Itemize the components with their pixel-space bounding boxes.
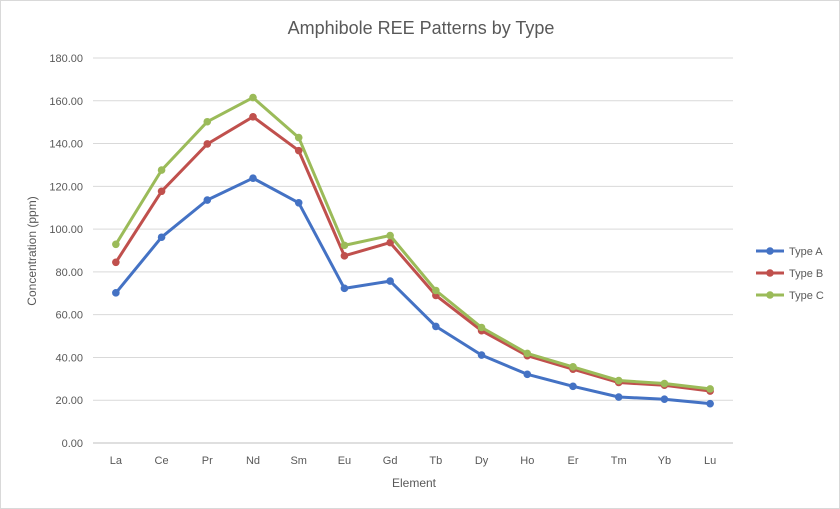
data-point: [706, 399, 714, 408]
data-point: [432, 286, 440, 295]
data-point: [294, 133, 303, 142]
legend-item: Type C: [756, 290, 824, 302]
data-point: [660, 379, 669, 388]
data-point: [340, 284, 349, 293]
x-tick-label: Gd: [383, 455, 398, 467]
x-tick-label: Pr: [202, 455, 213, 467]
data-point: [614, 376, 623, 385]
x-tick-label: Dy: [475, 455, 489, 467]
series-line: [114, 96, 712, 391]
data-point: [294, 146, 303, 155]
data-point: [477, 323, 486, 332]
data-point: [386, 277, 394, 285]
data-point: [112, 289, 120, 297]
legend-swatch-marker: [766, 269, 774, 277]
data-point: [386, 231, 394, 240]
data-point: [569, 363, 577, 371]
series-1: [112, 174, 714, 408]
data-point: [112, 240, 120, 249]
data-point: [249, 113, 257, 121]
x-axis-title: Element: [392, 476, 437, 490]
data-point: [432, 322, 440, 331]
y-tick-label: 60.00: [55, 310, 83, 322]
data-point: [477, 351, 486, 359]
y-tick-label: 120.00: [49, 181, 83, 193]
y-axis-ticks: 0.00 20.00 40.00 60.00 80.00 100.00 120.00 140.…: [49, 53, 83, 450]
data-point: [523, 370, 532, 379]
legend-swatch-marker: [766, 291, 774, 299]
data-point: [249, 93, 257, 102]
x-tick-label: Er: [568, 455, 579, 467]
x-tick-label: Eu: [338, 455, 351, 467]
x-tick-label: Ce: [155, 455, 169, 467]
data-point: [157, 187, 166, 196]
y-tick-label: 160.00: [49, 96, 83, 108]
data-point: [157, 166, 166, 174]
data-point: [706, 385, 714, 393]
data-point: [386, 238, 394, 247]
data-point: [203, 140, 212, 148]
data-point: [569, 382, 577, 391]
x-tick-label: La: [110, 455, 123, 467]
data-point: [249, 174, 257, 183]
x-tick-label: Nd: [246, 455, 260, 467]
y-tick-label: 100.00: [49, 224, 83, 236]
data-point: [203, 196, 212, 204]
data-point: [523, 349, 532, 358]
legend-label: Type C: [789, 290, 824, 302]
series-lines: [112, 93, 714, 408]
x-tick-label: Lu: [704, 455, 716, 467]
series-3: [112, 93, 714, 393]
gridlines: [93, 57, 733, 444]
x-axis-ticks: La Ce Pr Nd Sm Eu Gd Tb Dy Ho Er Tm Yb Lu: [110, 455, 717, 467]
data-point: [203, 117, 212, 126]
y-tick-label: 180.00: [49, 53, 83, 65]
legend-item: Type B: [756, 268, 823, 280]
x-tick-label: Sm: [290, 455, 307, 467]
chart-title: Amphibole REE Patterns by Type: [288, 18, 555, 38]
data-point: [294, 199, 303, 207]
x-tick-label: Tm: [611, 455, 627, 467]
data-point: [112, 258, 120, 267]
x-tick-label: Tb: [429, 455, 442, 467]
x-tick-label: Yb: [658, 455, 671, 467]
legend-label: Type A: [789, 246, 823, 258]
y-tick-label: 80.00: [55, 267, 83, 279]
x-tick-label: Ho: [520, 455, 534, 467]
y-axis-title: Concentration (ppm): [25, 196, 39, 305]
data-point: [157, 233, 166, 242]
y-tick-label: 40.00: [55, 352, 83, 364]
legend: Type A Type B Type C: [756, 246, 824, 302]
y-tick-label: 140.00: [49, 139, 83, 151]
data-point: [340, 252, 349, 260]
y-tick-label: 20.00: [55, 395, 83, 407]
data-point: [660, 395, 669, 403]
legend-label: Type B: [789, 268, 823, 280]
legend-swatch-marker: [766, 247, 774, 255]
series-2: [112, 113, 714, 395]
data-point: [340, 241, 349, 250]
series-line: [114, 115, 712, 393]
legend-item: Type A: [756, 246, 823, 258]
series-line: [114, 176, 712, 406]
data-point: [614, 393, 623, 401]
y-tick-label: 0.00: [62, 438, 83, 450]
